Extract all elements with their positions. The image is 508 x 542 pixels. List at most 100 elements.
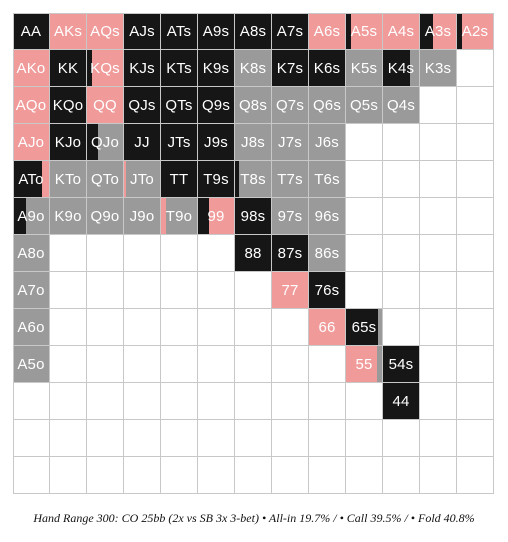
empty-cell[interactable]: [457, 346, 494, 383]
hand-cell-66[interactable]: 66: [309, 309, 346, 346]
empty-cell[interactable]: [420, 235, 457, 272]
hand-cell-A9o[interactable]: A9o: [13, 198, 50, 235]
empty-cell[interactable]: [309, 383, 346, 420]
empty-cell[interactable]: [161, 346, 198, 383]
hand-cell-J9s[interactable]: J9s: [198, 124, 235, 161]
empty-cell[interactable]: [383, 420, 420, 457]
hand-cell-65s[interactable]: 65s: [346, 309, 383, 346]
hand-cell-44[interactable]: 44: [383, 383, 420, 420]
empty-cell[interactable]: [198, 346, 235, 383]
hand-cell-J7s[interactable]: J7s: [272, 124, 309, 161]
empty-cell[interactable]: [124, 309, 161, 346]
hand-cell-K5s[interactable]: K5s: [346, 50, 383, 87]
hand-cell-K9s[interactable]: K9s: [198, 50, 235, 87]
empty-cell[interactable]: [346, 124, 383, 161]
hand-cell-A9s[interactable]: A9s: [198, 13, 235, 50]
hand-cell-QTs[interactable]: QTs: [161, 87, 198, 124]
hand-cell-A2s[interactable]: A2s: [457, 13, 494, 50]
empty-cell[interactable]: [161, 457, 198, 494]
empty-cell[interactable]: [272, 309, 309, 346]
empty-cell[interactable]: [346, 235, 383, 272]
empty-cell[interactable]: [420, 383, 457, 420]
empty-cell[interactable]: [457, 235, 494, 272]
hand-cell-AKo[interactable]: AKo: [13, 50, 50, 87]
empty-cell[interactable]: [198, 457, 235, 494]
hand-cell-A3s[interactable]: A3s: [420, 13, 457, 50]
hand-cell-AQo[interactable]: AQo: [13, 87, 50, 124]
empty-cell[interactable]: [383, 124, 420, 161]
empty-cell[interactable]: [420, 346, 457, 383]
hand-cell-99[interactable]: 99: [198, 198, 235, 235]
empty-cell[interactable]: [87, 420, 124, 457]
empty-cell[interactable]: [420, 161, 457, 198]
hand-cell-AJs[interactable]: AJs: [124, 13, 161, 50]
empty-cell[interactable]: [235, 420, 272, 457]
empty-cell[interactable]: [346, 272, 383, 309]
empty-cell[interactable]: [457, 457, 494, 494]
empty-cell[interactable]: [50, 272, 87, 309]
hand-cell-76s[interactable]: 76s: [309, 272, 346, 309]
hand-cell-Q4s[interactable]: Q4s: [383, 87, 420, 124]
empty-cell[interactable]: [420, 124, 457, 161]
hand-cell-Q9o[interactable]: Q9o: [87, 198, 124, 235]
empty-cell[interactable]: [87, 346, 124, 383]
empty-cell[interactable]: [272, 457, 309, 494]
empty-cell[interactable]: [383, 309, 420, 346]
hand-cell-KQs[interactable]: KQs: [87, 50, 124, 87]
empty-cell[interactable]: [235, 346, 272, 383]
empty-cell[interactable]: [50, 457, 87, 494]
empty-cell[interactable]: [124, 457, 161, 494]
empty-cell[interactable]: [87, 235, 124, 272]
hand-cell-Q8s[interactable]: Q8s: [235, 87, 272, 124]
hand-cell-96s[interactable]: 96s: [309, 198, 346, 235]
hand-cell-KJs[interactable]: KJs: [124, 50, 161, 87]
hand-cell-K6s[interactable]: K6s: [309, 50, 346, 87]
hand-cell-A5s[interactable]: A5s: [346, 13, 383, 50]
hand-cell-QJo[interactable]: QJo: [87, 124, 124, 161]
empty-cell[interactable]: [87, 383, 124, 420]
empty-cell[interactable]: [420, 198, 457, 235]
empty-cell[interactable]: [161, 272, 198, 309]
hand-cell-AKs[interactable]: AKs: [50, 13, 87, 50]
empty-cell[interactable]: [309, 346, 346, 383]
hand-cell-87s[interactable]: 87s: [272, 235, 309, 272]
empty-cell[interactable]: [13, 457, 50, 494]
hand-cell-KTs[interactable]: KTs: [161, 50, 198, 87]
empty-cell[interactable]: [13, 383, 50, 420]
empty-cell[interactable]: [457, 420, 494, 457]
hand-cell-AJo[interactable]: AJo: [13, 124, 50, 161]
hand-cell-Q7s[interactable]: Q7s: [272, 87, 309, 124]
hand-cell-K8s[interactable]: K8s: [235, 50, 272, 87]
hand-cell-ATs[interactable]: ATs: [161, 13, 198, 50]
empty-cell[interactable]: [235, 272, 272, 309]
empty-cell[interactable]: [346, 198, 383, 235]
hand-cell-Q6s[interactable]: Q6s: [309, 87, 346, 124]
hand-cell-QJs[interactable]: QJs: [124, 87, 161, 124]
hand-cell-T8s[interactable]: T8s: [235, 161, 272, 198]
empty-cell[interactable]: [50, 309, 87, 346]
hand-cell-AQs[interactable]: AQs: [87, 13, 124, 50]
empty-cell[interactable]: [50, 383, 87, 420]
hand-cell-QTo[interactable]: QTo: [87, 161, 124, 198]
hand-cell-T9s[interactable]: T9s: [198, 161, 235, 198]
empty-cell[interactable]: [235, 309, 272, 346]
empty-cell[interactable]: [198, 235, 235, 272]
hand-cell-A6o[interactable]: A6o: [13, 309, 50, 346]
hand-cell-KK[interactable]: KK: [50, 50, 87, 87]
hand-cell-T7s[interactable]: T7s: [272, 161, 309, 198]
empty-cell[interactable]: [346, 420, 383, 457]
hand-cell-ATo[interactable]: ATo: [13, 161, 50, 198]
empty-cell[interactable]: [124, 346, 161, 383]
empty-cell[interactable]: [161, 383, 198, 420]
empty-cell[interactable]: [161, 420, 198, 457]
empty-cell[interactable]: [87, 309, 124, 346]
empty-cell[interactable]: [272, 346, 309, 383]
empty-cell[interactable]: [87, 457, 124, 494]
hand-cell-55[interactable]: 55: [346, 346, 383, 383]
hand-cell-KQo[interactable]: KQo: [50, 87, 87, 124]
empty-cell[interactable]: [87, 272, 124, 309]
empty-cell[interactable]: [13, 420, 50, 457]
hand-cell-A5o[interactable]: A5o: [13, 346, 50, 383]
empty-cell[interactable]: [198, 272, 235, 309]
empty-cell[interactable]: [420, 457, 457, 494]
